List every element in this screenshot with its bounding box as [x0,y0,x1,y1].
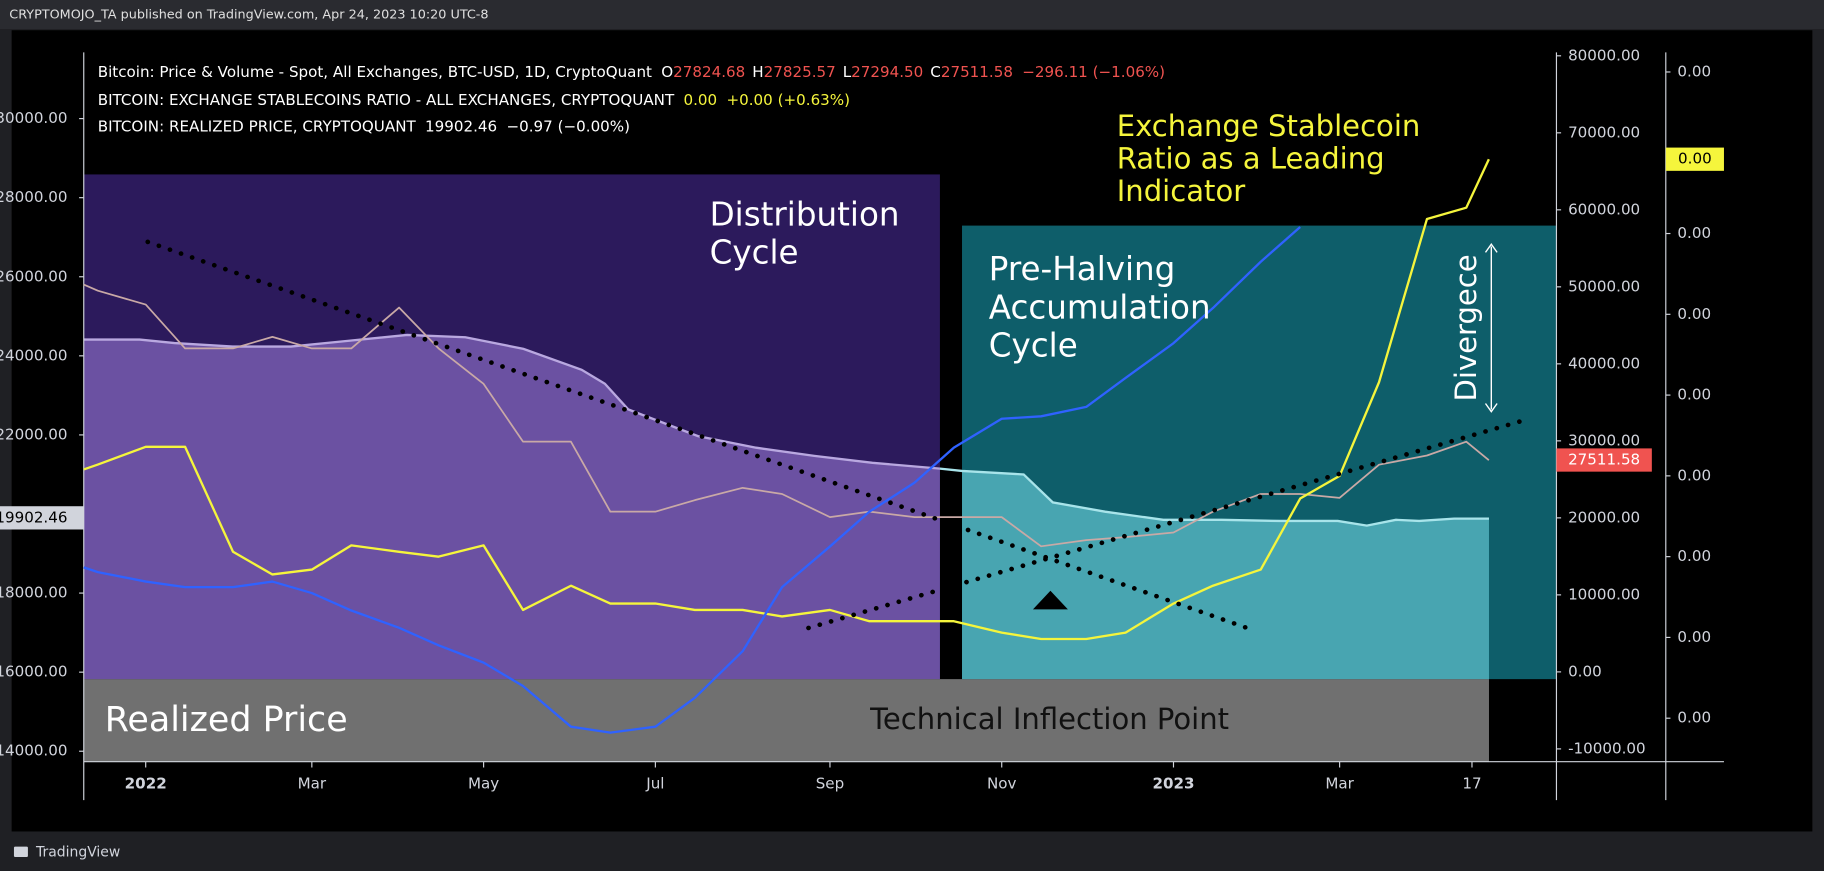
arrow-head [1484,403,1498,413]
price-tag [0,506,84,530]
annotation: Distribution [710,195,900,233]
area-purple [83,334,940,680]
annotations: Distribution Cycle Pre-Halving Accumulat… [105,109,1483,740]
publisher: CRYPTOMOJO_TA published on TradingView.c… [9,8,488,23]
legend-name: BITCOIN: REALIZED PRICE, CRYPTOQUANT [98,117,417,135]
change: +0.00 (+0.63%) [726,91,850,109]
ohlc-label: H [752,63,763,81]
x-tick-label: Mar [1325,774,1354,792]
x-tick-label: 17 [1462,774,1481,792]
ticks: 2022 Mar May Jul Sep Nov 2023 Mar 17 80000.00 7000… [0,46,1724,792]
annotation: Exchange Stablecoin [1117,109,1421,143]
area-edge [939,467,1489,527]
y-tick-label: 0.00 [1677,547,1711,565]
legend-entry: Bitcoin: Price & Volume - Spot, All Exch… [98,63,1165,81]
ohlc-label: C [930,63,941,81]
annotation: Accumulation [989,288,1211,326]
brand: TradingView [35,844,120,860]
price-tag [1665,147,1724,171]
x-tick-label: 2022 [125,774,167,792]
y-tick-label: 0.00 [1568,662,1602,680]
price-tag [1556,448,1652,472]
annotation: Cycle [989,327,1078,365]
y-tick-label: 30000.00 [0,109,67,127]
footer: TradingView [13,844,120,860]
y-tick-label: 40000.00 [1568,354,1640,372]
series [83,158,1490,734]
y-tick-label: 10000.00 [1568,585,1640,603]
trend-line-up [806,416,1533,631]
y-tick-label: 26000.00 [0,267,67,285]
last-value: 19902.46 [425,117,497,135]
x-tick-label: 2023 [1152,774,1194,792]
change: −296.11 (−1.06%) [1022,63,1165,81]
price-tag-label: 27511.58 [1568,451,1640,469]
annotation: Cycle [710,234,799,272]
annotation: Realized Price [105,700,348,740]
arrow-head [1484,243,1498,253]
y-tick-label: 16000.00 [0,663,67,681]
y-tick-label: 70000.00 [1568,123,1640,141]
annotation: Technical Inflection Point [869,702,1229,736]
inflection-marker [1032,590,1068,610]
y-tick-label: 0.00 [1677,224,1711,242]
y-tick-label: 50000.00 [1568,277,1640,295]
change: −0.97 (−0.00%) [506,117,630,135]
legend: Bitcoin: Price & Volume - Spot, All Exch… [98,63,1165,136]
y-tick-label: 14000.00 [0,742,67,760]
realized-price-band [83,679,1489,762]
y-tick-label: 80000.00 [1568,46,1640,64]
y-tick-label: 18000.00 [0,584,67,602]
y-tick-label: 0.00 [1677,305,1711,323]
y-tick-label: 20000.00 [1568,508,1640,526]
y-tick-label: -10000.00 [1568,739,1646,757]
y-tick-label: 28000.00 [0,188,67,206]
series-line [83,226,1301,734]
ohlc-value: 27824.68 [673,63,745,81]
y-tick-label: 24000.00 [0,346,67,364]
y-tick-label: 0.00 [1677,628,1711,646]
annotation: Ratio as a Leading [1117,141,1385,175]
x-tick-label: Sep [816,774,844,792]
price-tag-label: 19902.46 [0,508,67,526]
last-value: 0.00 [684,91,718,109]
annotation: Pre-Halving [989,250,1176,288]
legend-entry: BITCOIN: REALIZED PRICE, CRYPTOQUANT 1990… [98,117,630,135]
area-edge [83,333,941,470]
ohlc-value: 27825.57 [764,63,836,81]
y-tick-label: 0.00 [1677,466,1711,484]
top-bar [0,0,1824,30]
y-tick-label: 22000.00 [0,425,67,443]
y-tick-label: 0.00 [1677,386,1711,404]
logo [13,846,28,858]
annotation: Divergece [1449,254,1483,401]
ohlc-value: 27294.50 [851,63,923,81]
ohlc-label: L [843,63,852,81]
series-line [83,283,1490,548]
legend-name: Bitcoin: Price & Volume - Spot, All Exch… [98,63,652,81]
price-tag-label: 0.00 [1678,150,1712,168]
x-tick-label: Nov [987,774,1017,792]
annotation: Indicator [1117,174,1245,208]
annotation-shapes [83,174,1557,762]
axes [83,52,1724,801]
y-tick-label: 30000.00 [1568,431,1640,449]
y-tick-label: 60000.00 [1568,200,1640,218]
x-tick-label: Mar [298,774,327,792]
legend-name: BITCOIN: EXCHANGE STABLECOINS RATIO - AL… [98,91,675,109]
y-tick-label: 0.00 [1677,709,1711,727]
y-tick-label: 0.00 [1677,62,1711,80]
legend-entry: BITCOIN: EXCHANGE STABLECOINS RATIO - AL… [98,91,850,109]
x-tick-label: May [468,774,499,792]
ohlc-label: O [661,63,673,81]
ohlc-value: 27511.58 [941,63,1013,81]
x-tick-label: Jul [645,774,664,792]
series-line [83,158,1490,641]
area-teal [962,470,1489,680]
drawings [145,239,1533,631]
